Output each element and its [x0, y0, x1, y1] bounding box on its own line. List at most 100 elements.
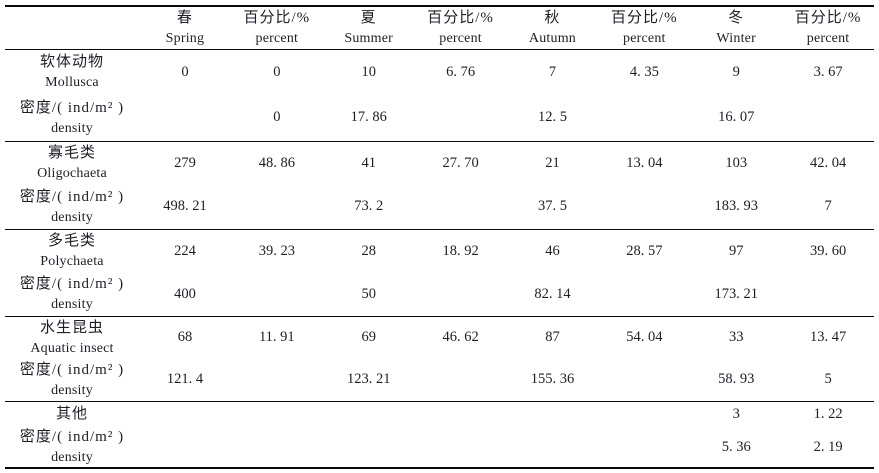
density-label-en: density [51, 120, 93, 136]
percent-cell [231, 401, 323, 427]
density-cell: 400 [174, 285, 196, 302]
percent-cell: 48. 86 [258, 154, 295, 171]
density-row: 密度/( ind/m² ) density 0 17. 86 12. 5 16.… [5, 95, 874, 141]
density-cell: 183. 93 [714, 198, 758, 215]
density-cell: 58. 93 [718, 371, 755, 388]
count-cell: 68 [177, 329, 193, 346]
percent-cell: 18. 92 [442, 242, 479, 259]
col-header-en: Winter [716, 30, 756, 46]
density-row: 密度/( ind/m² ) density 121. 4 123. 21 155… [5, 359, 874, 401]
density-cell [598, 185, 690, 229]
percent-cell: 3. 67 [813, 63, 843, 80]
density-cell [782, 273, 874, 316]
col-header-winter: 冬 Winter [690, 6, 782, 49]
density-cell: 73. 2 [354, 198, 384, 215]
density-row: 密度/( ind/m² ) density 400 50 82. 14 173.… [5, 273, 874, 316]
count-cell [139, 401, 231, 427]
col-header-zh: 夏 [360, 9, 377, 26]
col-header-winter-percent: 百分比/% percent [782, 6, 874, 49]
count-cell [507, 401, 599, 427]
count-cell: 3 [732, 405, 740, 422]
count-cell: 41 [361, 154, 376, 171]
taxon-label-en: Polychaeta [40, 254, 104, 270]
taxon-label-zh: 水生昆虫 [39, 319, 104, 336]
density-cell [231, 273, 323, 316]
density-cell: 12. 5 [537, 109, 567, 126]
taxon-label-zh: 寡毛类 [47, 145, 96, 162]
table-header: 春 Spring 百分比/% percent 夏 Summer 百分比/% pe… [5, 6, 874, 49]
density-cell: 2. 19 [813, 438, 843, 455]
taxon-label-en: Oligochaeta [37, 166, 107, 182]
density-label-zh: 密度/( ind/m² ) [19, 429, 125, 445]
count-cell: 21 [545, 154, 560, 171]
taxon-row: 软体动物 Mollusca 0 0 10 6. 76 7 4. 35 9 3. … [5, 49, 874, 95]
col-header-en: percent [806, 30, 850, 46]
paper-page: 春 Spring 百分比/% percent 夏 Summer 百分比/% pe… [0, 5, 879, 473]
percent-cell: 42. 04 [809, 154, 847, 171]
percent-cell: 39. 23 [258, 242, 295, 259]
percent-cell: 4. 35 [629, 63, 659, 80]
col-header-en: percent [439, 30, 482, 46]
density-cell [415, 359, 507, 401]
count-cell: 9 [732, 63, 740, 80]
col-header-zh: 百分比/% [794, 9, 862, 26]
density-cell [598, 95, 690, 141]
density-cell: 17. 86 [350, 109, 387, 126]
col-header-en: percent [255, 30, 299, 46]
taxon-label: 软体动物 Mollusca [5, 49, 139, 95]
density-cell [598, 359, 690, 401]
density-row: 密度/( ind/m² ) density 5. 36 2. 19 [5, 427, 874, 468]
percent-cell: 46. 62 [442, 329, 479, 346]
density-label: 密度/( ind/m² ) density [5, 185, 139, 229]
col-header-zh: 百分比/% [243, 9, 311, 26]
density-cell [231, 185, 323, 229]
density-cell: 37. 5 [537, 198, 567, 215]
col-header-en: Summer [344, 30, 394, 46]
density-cell: 50 [361, 285, 376, 302]
density-cell [415, 185, 507, 229]
density-label: 密度/( ind/m² ) density [5, 359, 139, 401]
density-cell [231, 359, 323, 401]
density-cell [415, 95, 507, 141]
percent-cell: 13. 04 [626, 154, 663, 171]
taxon-label-zh: 其他 [55, 405, 88, 422]
percent-cell: 1. 22 [813, 405, 843, 422]
count-cell: 97 [728, 242, 744, 259]
percent-cell: 27. 70 [442, 154, 479, 171]
count-cell [323, 401, 415, 427]
taxon-label: 多毛类 Polychaeta [5, 229, 139, 273]
density-cell: 5. 36 [721, 438, 751, 455]
table-body: 软体动物 Mollusca 0 0 10 6. 76 7 4. 35 9 3. … [5, 49, 874, 468]
col-header-spring: 春 Spring [139, 6, 231, 49]
corner-cell [5, 6, 139, 49]
col-header-en: Spring [165, 30, 205, 46]
density-cell [598, 427, 690, 468]
percent-cell: 54. 04 [626, 329, 663, 346]
percent-cell: 13. 47 [809, 329, 847, 346]
density-label-en: density [51, 382, 93, 398]
taxon-row: 水生昆虫 Aquatic insect 68 11. 91 69 46. 62 … [5, 316, 874, 359]
count-cell: 28 [361, 242, 376, 259]
density-label-en: density [51, 209, 93, 225]
density-cell: 121. 4 [166, 371, 204, 388]
density-cell [415, 427, 507, 468]
density-cell: 123. 21 [346, 371, 391, 388]
col-header-zh: 冬 [728, 9, 745, 26]
taxon-label-en: Aquatic insect [30, 340, 114, 356]
density-label-zh: 密度/( ind/m² ) [19, 188, 125, 205]
taxon-row: 其他 3 1. 22 [5, 401, 874, 427]
count-cell: 69 [361, 329, 376, 346]
col-header-zh: 春 [176, 9, 193, 26]
col-header-en: percent [623, 30, 666, 46]
col-header-autumn-percent: 百分比/% percent [598, 6, 690, 49]
taxon-row: 寡毛类 Oligochaeta 279 48. 86 41 27. 70 21 … [5, 141, 874, 185]
percent-cell: 39. 60 [809, 242, 847, 259]
density-cell [323, 427, 415, 468]
density-label-en: density [51, 297, 93, 313]
col-header-zh: 秋 [544, 9, 561, 26]
col-header-en: Autumn [528, 30, 576, 46]
taxon-label: 其他 [5, 401, 139, 427]
density-cell: 7 [824, 198, 832, 215]
count-cell: 224 [174, 242, 196, 259]
count-cell: 10 [361, 63, 376, 80]
